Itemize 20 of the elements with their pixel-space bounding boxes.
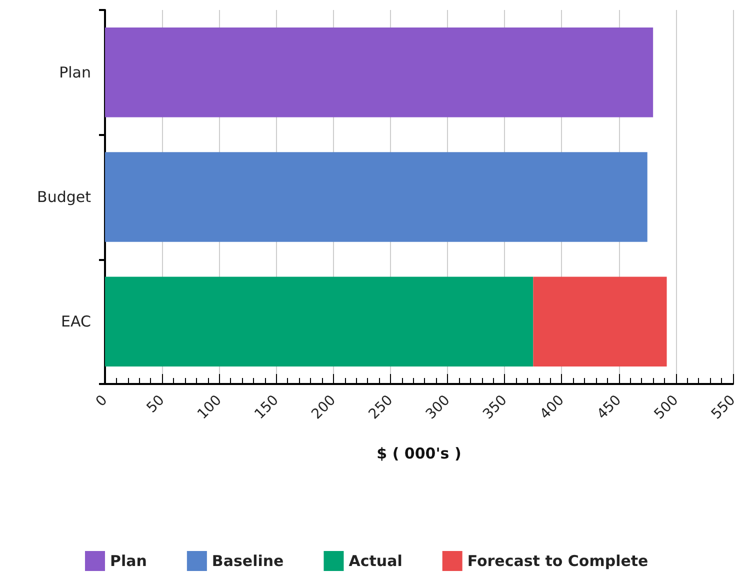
y-tick-label: Budget [37,188,92,206]
legend-label: Baseline [212,552,284,570]
x-axis-title: $ ( 000's ) [376,444,462,462]
x-tick-label: 550 [708,392,739,423]
legend-label: Actual [348,552,402,570]
x-tick-label: 450 [594,392,624,423]
x-tick-label: 100 [194,392,225,423]
x-tick-label: 500 [651,392,682,423]
x-tick-label: 200 [308,392,340,423]
x-tick-label: 350 [480,392,510,423]
x-tick-label: 0 [93,392,111,410]
x-tick-label: 250 [366,392,396,423]
y-tick-label: Plan [59,63,91,82]
x-tick-label: 150 [252,392,282,423]
legend-label: Plan [110,552,147,570]
x-tick-label: 400 [537,392,568,423]
legend-label: Forecast to Complete [467,552,648,570]
x-tick-label: 300 [423,392,454,423]
y-tick-label: EAC [61,312,91,331]
x-tick-label: 50 [144,392,168,416]
